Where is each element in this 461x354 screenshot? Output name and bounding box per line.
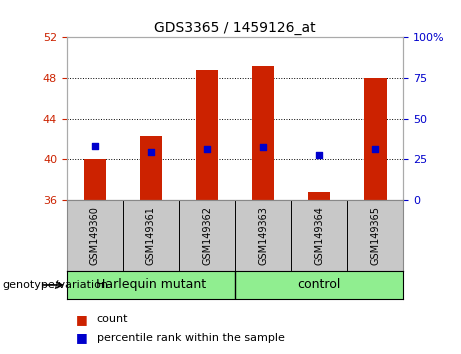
Bar (308, 192, 331, 200)
Text: control: control (297, 279, 341, 291)
Text: percentile rank within the sample: percentile rank within the sample (97, 332, 285, 343)
Text: ■: ■ (76, 313, 88, 326)
Text: GSM149361: GSM149361 (146, 206, 156, 264)
Point (91, 143, 99, 149)
Bar (196, 70, 218, 200)
Text: GSM149362: GSM149362 (202, 206, 212, 265)
Bar (364, 78, 386, 200)
Text: GSM149364: GSM149364 (314, 206, 324, 264)
Point (260, 144, 267, 150)
Bar (83, 159, 106, 200)
Text: ■: ■ (76, 331, 88, 344)
Text: count: count (97, 314, 128, 324)
Point (372, 146, 379, 152)
Point (147, 149, 154, 155)
Title: GDS3365 / 1459126_at: GDS3365 / 1459126_at (154, 21, 316, 35)
Text: GSM149363: GSM149363 (258, 206, 268, 264)
Text: Harlequin mutant: Harlequin mutant (96, 279, 206, 291)
Text: GSM149360: GSM149360 (90, 206, 100, 264)
Point (315, 152, 323, 158)
Text: genotype/variation: genotype/variation (2, 280, 108, 290)
Bar (140, 136, 162, 200)
Point (203, 146, 211, 152)
Text: GSM149365: GSM149365 (370, 206, 380, 265)
Bar (252, 65, 274, 200)
